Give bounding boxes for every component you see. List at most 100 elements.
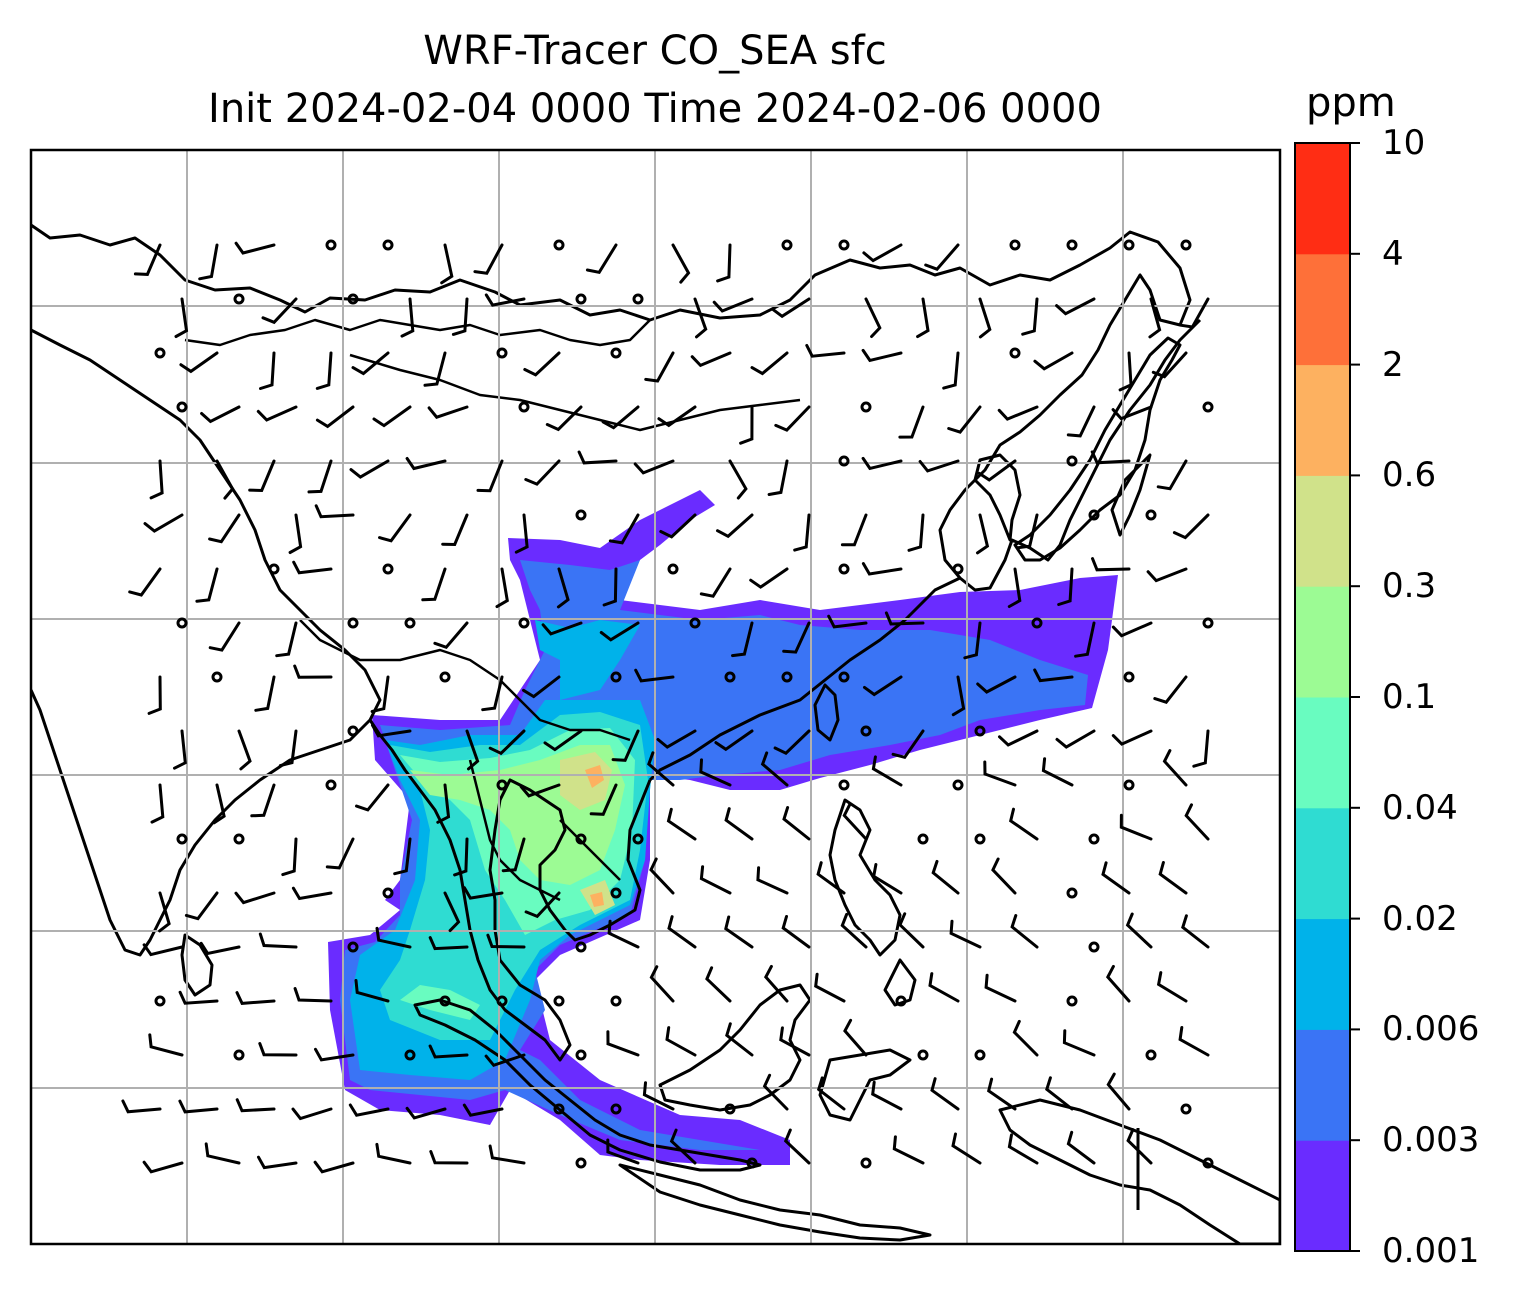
calm-wind-marker [1180,1103,1192,1115]
wind-barb [986,1077,1017,1111]
calm-wind-marker [610,347,622,359]
wind-barbs [121,239,1214,1174]
wind-barb [781,915,811,949]
wind-barb [1055,729,1096,749]
colorbar-segment [1295,918,1350,1030]
wind-barb [314,504,355,519]
calm-wind-marker [895,995,907,1007]
wind-barb [429,1150,469,1165]
calm-wind-marker [974,1049,986,1061]
wind-barb [257,1155,298,1170]
wind-barb [1111,621,1153,638]
wind-barb [484,293,526,307]
wind-barb [783,1128,811,1165]
wind-barb [133,243,162,276]
calm-wind-marker [1202,401,1214,413]
wind-barb [606,1030,640,1057]
coastline-taiwan [813,683,840,742]
wind-barb [355,783,390,812]
wind-barb [372,405,412,428]
wind-barb [862,243,903,263]
wind-barb [1007,567,1022,608]
calm-wind-marker [1123,779,1135,791]
borders-mainland [184,318,801,902]
calm-wind-marker [632,293,644,305]
wind-barb [1162,749,1188,787]
wind-barb [250,783,276,818]
wind-barb [200,405,241,424]
calm-wind-marker [518,617,530,629]
wind-barb [601,405,640,430]
wind-barb [739,405,754,445]
wind-barb [963,621,982,660]
calm-wind-marker [439,671,451,683]
wind-barb [443,891,461,933]
wind-barb [215,459,235,500]
coastline-korea [973,453,1022,542]
wind-barb [179,351,219,374]
calm-wind-marker [610,887,622,899]
colorbar-tick-label: 0.02 [1382,898,1458,939]
wind-barb [1105,964,1131,1003]
wind-barb [142,943,184,957]
wind-barb [148,1033,184,1057]
map-title-line1: WRF-Tracer CO_SEA sfc [423,28,887,74]
wind-barb [1111,405,1153,421]
calm-wind-marker [974,833,986,845]
wind-barb [275,621,298,658]
wind-barb [840,912,868,949]
calm-wind-marker [1088,833,1100,845]
field-level-0.6 [585,765,604,907]
wind-barb [1091,557,1131,572]
wind-barb [782,806,811,841]
calm-wind-marker [1202,1157,1214,1169]
calm-wind-marker [347,293,359,305]
calm-wind-marker [838,779,850,791]
wind-barb [928,972,960,1003]
wind-barb [861,562,903,576]
coastline-asia-north [31,223,1202,592]
calm-wind-marker [1123,239,1135,251]
calm-wind-marker [575,833,587,845]
wind-barb [313,1160,355,1174]
wind-barb [254,675,276,712]
wind-barb [814,972,846,1003]
wind-barb [476,459,504,493]
wind-barb [1090,450,1131,465]
calm-wind-marker [154,995,166,1007]
coastline-china-east [648,576,961,782]
calm-wind-marker [553,1103,565,1115]
colorbar-tick-label: 0.1 [1382,677,1437,717]
calm-wind-marker [1066,455,1078,467]
calm-wind-marker [860,1157,872,1169]
wind-barb [782,621,811,654]
wind-barb [898,912,925,949]
calm-wind-marker [154,347,166,359]
wind-barb [1181,914,1210,949]
wind-barb [199,941,241,956]
wind-barb [281,837,298,877]
wind-barb [173,729,187,770]
wind-barb [354,979,390,1003]
wind-barb [756,866,789,895]
colorbar-tick-label: 10 [1382,123,1426,163]
wind-barb [1033,351,1074,371]
wind-barb [1066,1130,1096,1165]
wind-barb [288,513,303,554]
wind-barb [976,675,1017,694]
wind-barb [1074,621,1096,658]
calm-wind-marker [1066,239,1078,251]
wind-barb [978,297,992,339]
wind-barb [451,297,469,336]
calm-wind-marker [1088,941,1100,953]
colorbar-tick-label: 0.04 [1382,787,1458,828]
calm-wind-marker [917,1049,929,1061]
wind-barb [235,1098,276,1113]
wind-barb [659,513,697,539]
wind-barb [378,513,412,543]
colorbar-segment [1295,586,1350,698]
colorbar-segment [1295,1140,1350,1252]
wind-barb [371,723,412,738]
calm-wind-marker [347,617,359,629]
wind-barb [871,1080,903,1111]
